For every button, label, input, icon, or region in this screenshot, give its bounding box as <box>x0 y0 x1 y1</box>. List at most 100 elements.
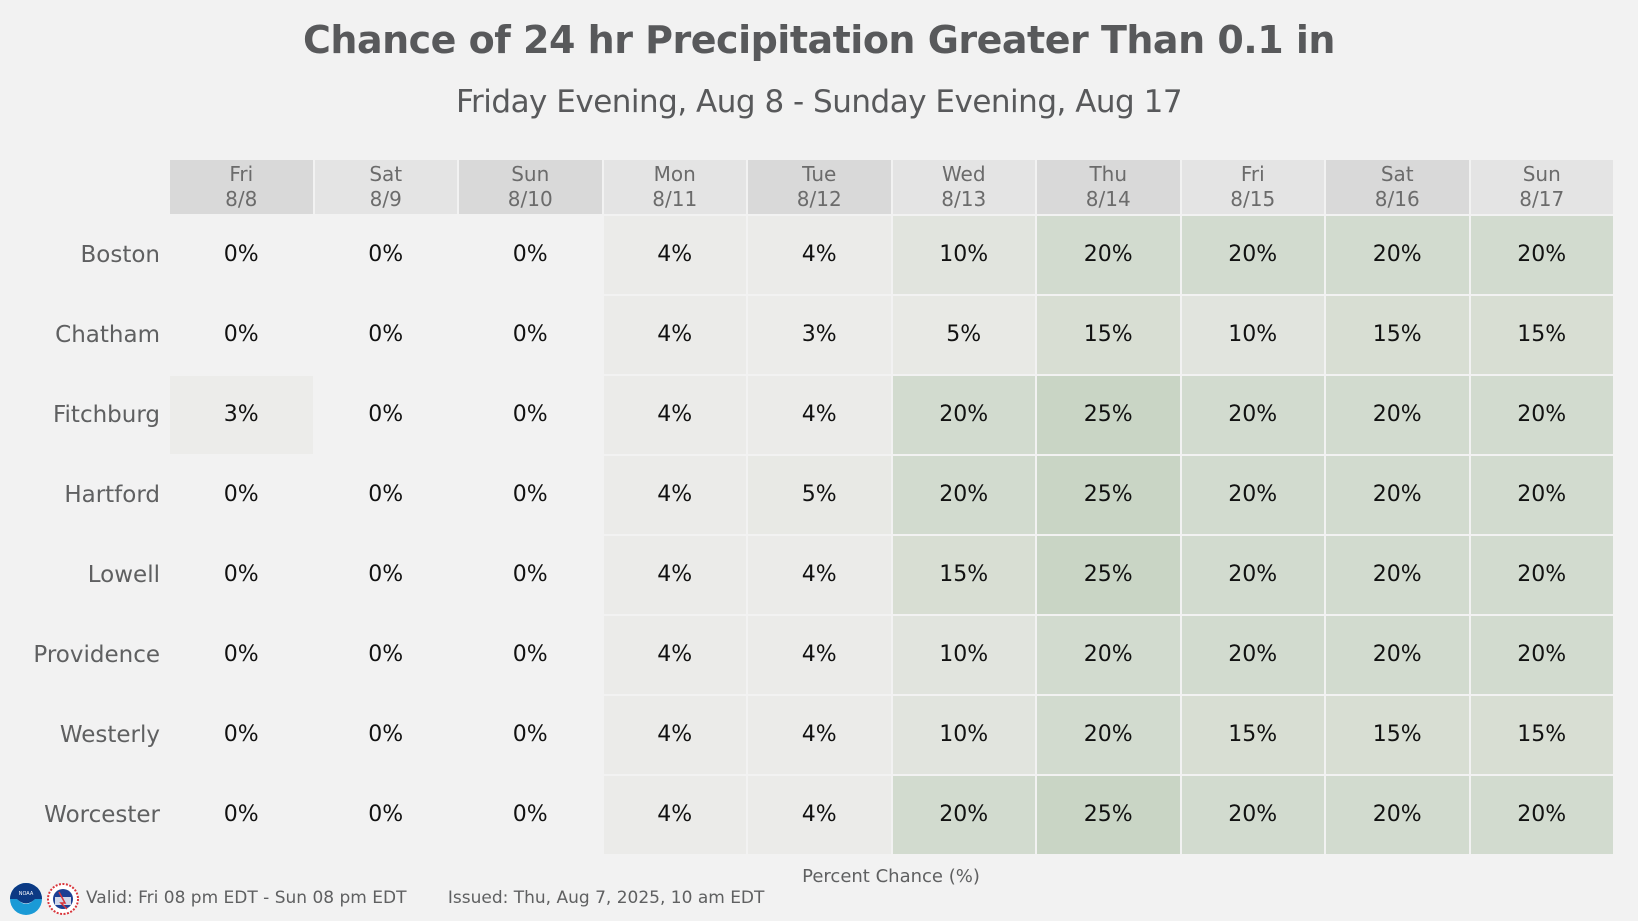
column-date: 8/15 <box>1230 187 1276 211</box>
heatmap-cell: 0% <box>314 616 457 694</box>
heatmap-cell: 20% <box>1326 376 1469 454</box>
footer-info: Valid: Fri 08 pm EDT - Sun 08 pm EDT Iss… <box>86 888 764 908</box>
heatmap-cell: 20% <box>1181 456 1324 534</box>
heatmap-cell: 0% <box>170 456 313 534</box>
heatmap-cell: 20% <box>1326 536 1469 614</box>
heatmap-cell: 0% <box>314 216 457 294</box>
heatmap-cell: 20% <box>892 456 1035 534</box>
row-label: Chatham <box>55 322 160 348</box>
heatmap-cell: 20% <box>1470 216 1613 294</box>
heatmap-cell: 0% <box>314 456 457 534</box>
column-date: 8/11 <box>652 187 698 211</box>
column-header: Mon 8/11 <box>603 160 746 214</box>
heatmap-cell: 0% <box>459 296 602 374</box>
chart-subtitle: Friday Evening, Aug 8 - Sunday Evening, … <box>455 84 1183 120</box>
heatmap-cell: 20% <box>892 776 1035 854</box>
heatmap-cell: 0% <box>459 696 602 774</box>
heatmap-cell: 20% <box>1037 696 1180 774</box>
heatmap-cell: 20% <box>1470 616 1613 694</box>
heatmap-cell: 20% <box>1181 536 1324 614</box>
column-date: 8/16 <box>1374 187 1420 211</box>
heatmap-cell: 15% <box>892 536 1035 614</box>
heatmap-cell: 20% <box>1326 616 1469 694</box>
heatmap-cell: 4% <box>748 696 891 774</box>
row-label: Fitchburg <box>52 402 160 428</box>
heatmap-cell: 3% <box>170 376 313 454</box>
heatmap-cell: 25% <box>1037 776 1180 854</box>
heatmap-cell: 20% <box>1181 216 1324 294</box>
chart-title: Chance of 24 hr Precipitation Greater Th… <box>303 18 1335 62</box>
heatmap-cell: 4% <box>603 616 746 694</box>
heatmap-cell: 0% <box>170 616 313 694</box>
heatmap-cell: 0% <box>314 376 457 454</box>
column-day: Sat <box>1380 162 1414 186</box>
column-date: 8/8 <box>225 187 258 211</box>
heatmap-cell: 4% <box>603 536 746 614</box>
heatmap-cell: 0% <box>314 536 457 614</box>
column-day: Sun <box>1522 162 1561 186</box>
x-axis-label: Percent Chance (%) <box>802 866 980 887</box>
heatmap-cell: 0% <box>314 696 457 774</box>
heatmap-cell: 15% <box>1470 696 1613 774</box>
column-day: Fri <box>229 162 254 186</box>
heatmap-cell: 0% <box>459 376 602 454</box>
heatmap-cell: 15% <box>1037 296 1180 374</box>
heatmap-cell: 0% <box>314 776 457 854</box>
heatmap-cell: 15% <box>1326 696 1469 774</box>
heatmap-cell: 25% <box>1037 376 1180 454</box>
heatmap-cell: 4% <box>748 616 891 694</box>
column-date: 8/12 <box>796 187 842 211</box>
heatmap-cell: 0% <box>459 216 602 294</box>
column-header: Sat 8/16 <box>1326 160 1469 214</box>
heatmap-cell: 0% <box>459 616 602 694</box>
heatmap-cell: 20% <box>1470 456 1613 534</box>
heatmap-cell: 4% <box>603 776 746 854</box>
row-label: Boston <box>80 242 160 268</box>
heatmap-cell: 10% <box>1181 296 1324 374</box>
column-day: Sun <box>511 162 550 186</box>
noaa-logo-icon: NOAA <box>10 883 42 915</box>
heatmap-cell: 15% <box>1181 696 1324 774</box>
heatmap-cell: 0% <box>170 536 313 614</box>
column-day: Wed <box>941 162 986 186</box>
heatmap-cell: 20% <box>892 376 1035 454</box>
heatmap-cell: 25% <box>1037 456 1180 534</box>
column-date: 8/14 <box>1085 187 1131 211</box>
issued-time: Issued: Thu, Aug 7, 2025, 10 am EDT <box>447 888 765 908</box>
column-header: Tue 8/12 <box>748 160 891 214</box>
column-date: 8/9 <box>369 187 402 211</box>
heatmap-cell: 20% <box>1181 376 1324 454</box>
heatmap-cell: 0% <box>170 296 313 374</box>
heatmap-cell: 0% <box>170 696 313 774</box>
heatmap-cell: 20% <box>1037 216 1180 294</box>
heatmap-cell: 0% <box>459 536 602 614</box>
heatmap-cell: 4% <box>603 216 746 294</box>
column-date: 8/13 <box>941 187 987 211</box>
heatmap-cell: 4% <box>748 776 891 854</box>
heatmap-cell: 15% <box>1470 296 1613 374</box>
row-label: Hartford <box>64 482 160 508</box>
valid-time: Valid: Fri 08 pm EDT - Sun 08 pm EDT <box>86 888 407 908</box>
heatmap-cell: 4% <box>603 696 746 774</box>
heatmap-cell: 4% <box>603 456 746 534</box>
column-day: Fri <box>1240 162 1265 186</box>
heatmap-cell: 3% <box>748 296 891 374</box>
heatmap-cell: 0% <box>459 456 602 534</box>
heatmap-cell: 20% <box>1181 776 1324 854</box>
column-day: Thu <box>1089 162 1128 186</box>
heatmap-cell: 0% <box>170 216 313 294</box>
nws-logo-icon <box>47 883 79 915</box>
heatmap-cell: 20% <box>1326 456 1469 534</box>
heatmap-cell: 5% <box>748 456 891 534</box>
column-header: Wed 8/13 <box>892 160 1035 214</box>
row-label: Providence <box>33 642 160 668</box>
row-label: Westerly <box>59 722 160 748</box>
heatmap-cell: 10% <box>892 216 1035 294</box>
heatmap-cell: 4% <box>603 376 746 454</box>
heatmap-cell: 10% <box>892 696 1035 774</box>
heatmap-cell: 5% <box>892 296 1035 374</box>
heatmap-cell: 20% <box>1181 616 1324 694</box>
heatmap-cell: 0% <box>459 776 602 854</box>
heatmap-cell: 25% <box>1037 536 1180 614</box>
column-header: Sat 8/9 <box>314 160 457 214</box>
